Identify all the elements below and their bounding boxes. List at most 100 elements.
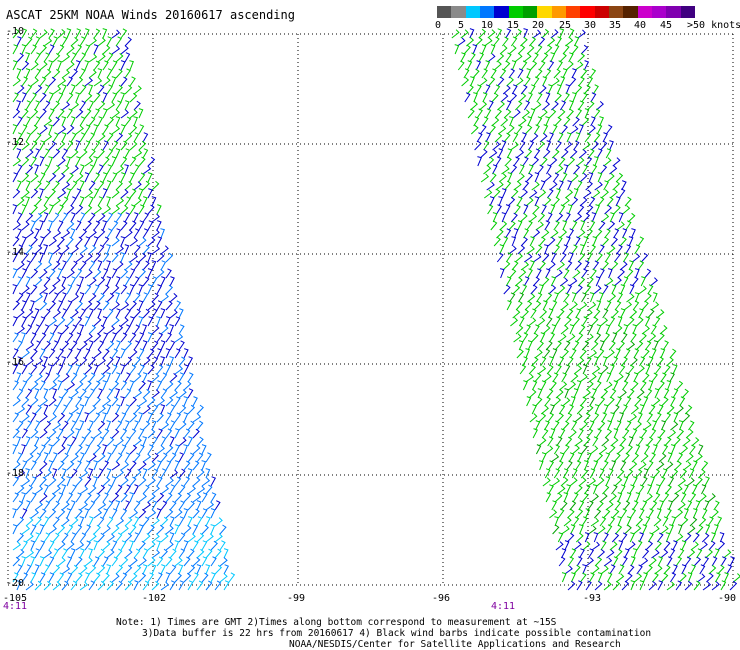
wind-barb xyxy=(16,132,23,143)
wind-barb xyxy=(160,404,166,415)
wind-barb xyxy=(548,460,555,471)
wind-barb xyxy=(34,340,41,351)
wind-barb xyxy=(546,388,554,399)
wind-barb xyxy=(21,316,27,327)
wind-barb xyxy=(12,44,19,55)
wind-barb xyxy=(147,444,154,455)
wind-barb xyxy=(66,348,73,359)
wind-barb xyxy=(115,180,123,191)
wind-barb xyxy=(590,493,599,503)
wind-barb xyxy=(93,380,101,391)
wind-barb xyxy=(487,204,494,215)
wind-barb xyxy=(571,68,577,79)
wind-barb xyxy=(568,28,575,39)
wind-barb xyxy=(70,260,78,271)
wind-barb xyxy=(156,380,163,391)
wind-barb xyxy=(142,308,150,319)
wind-barb xyxy=(648,380,654,391)
wind-barb xyxy=(720,580,727,591)
wind-barb xyxy=(640,380,647,391)
wind-barb xyxy=(129,300,137,311)
wind-barb xyxy=(156,269,165,279)
wind-barb xyxy=(138,252,147,263)
wind-barb xyxy=(505,228,512,239)
wind-barb xyxy=(129,253,138,263)
wind-barb xyxy=(115,548,123,559)
wind-barb xyxy=(88,372,96,383)
wind-barb xyxy=(52,452,58,463)
wind-barb xyxy=(582,541,591,551)
wind-barb xyxy=(214,564,223,575)
wind-barb xyxy=(567,356,574,367)
wind-barb xyxy=(554,269,563,279)
wind-barb xyxy=(88,324,97,335)
wind-barb xyxy=(115,356,121,367)
wind-barb xyxy=(79,52,87,63)
wind-barb xyxy=(88,260,96,271)
wind-barb xyxy=(151,260,157,271)
wind-barb xyxy=(557,532,564,543)
wind-barb xyxy=(43,261,53,271)
wind-barb xyxy=(12,221,21,231)
wind-barb xyxy=(640,428,648,439)
wind-barb xyxy=(606,196,614,207)
wind-barb xyxy=(115,469,124,479)
wind-barb xyxy=(129,284,135,295)
wind-barb xyxy=(61,212,68,223)
wind-barb xyxy=(192,524,199,535)
wind-barb xyxy=(57,285,66,295)
wind-barb xyxy=(556,436,563,447)
colorbar-swatch xyxy=(637,6,652,18)
wind-barb xyxy=(57,92,64,103)
wind-barb xyxy=(620,284,626,295)
wind-barb xyxy=(30,509,39,519)
wind-barb xyxy=(547,436,554,447)
wind-barb xyxy=(39,572,46,583)
wind-barb xyxy=(12,444,18,455)
wind-barb xyxy=(57,172,66,183)
wind-barb xyxy=(34,436,40,447)
wind-barb xyxy=(156,348,162,359)
wind-barb xyxy=(542,76,548,87)
wind-barb xyxy=(201,524,209,535)
wind-barb xyxy=(183,412,189,423)
wind-barb xyxy=(61,292,67,303)
wind-barb xyxy=(84,492,92,503)
wind-barb xyxy=(553,44,560,55)
wind-barb xyxy=(106,325,116,335)
wind-barb xyxy=(595,252,603,263)
wind-barb xyxy=(545,492,552,503)
wind-barb xyxy=(88,148,96,159)
wind-barb xyxy=(584,108,590,119)
wind-barb xyxy=(138,268,146,279)
wind-barb xyxy=(535,244,543,255)
wind-barb xyxy=(205,468,211,479)
wind-barb xyxy=(106,36,113,47)
wind-barb xyxy=(670,444,676,455)
wind-barb xyxy=(57,492,64,503)
wind-barb xyxy=(57,445,66,455)
wind-barb xyxy=(515,100,523,111)
wind-barb xyxy=(602,308,609,319)
wind-barb xyxy=(548,132,554,143)
wind-barb xyxy=(16,148,22,159)
wind-barb xyxy=(79,164,85,175)
wind-barb xyxy=(701,508,708,519)
wind-barb xyxy=(706,572,714,583)
wind-barb xyxy=(165,477,174,487)
wind-barb xyxy=(106,420,112,431)
wind-barb xyxy=(156,412,164,423)
wind-barb xyxy=(201,492,208,503)
wind-barb xyxy=(520,236,528,247)
longitude-label: -96 xyxy=(432,593,451,604)
wind-barb xyxy=(466,60,473,71)
wind-barb xyxy=(630,556,636,567)
wind-barb xyxy=(214,500,221,511)
wind-barb xyxy=(102,332,109,343)
wind-barb xyxy=(165,381,174,391)
wind-barb xyxy=(48,156,53,167)
wind-barb xyxy=(39,429,48,439)
wind-barb xyxy=(129,364,137,375)
longitude-label: -105 xyxy=(3,593,28,604)
wind-barb xyxy=(165,412,172,423)
